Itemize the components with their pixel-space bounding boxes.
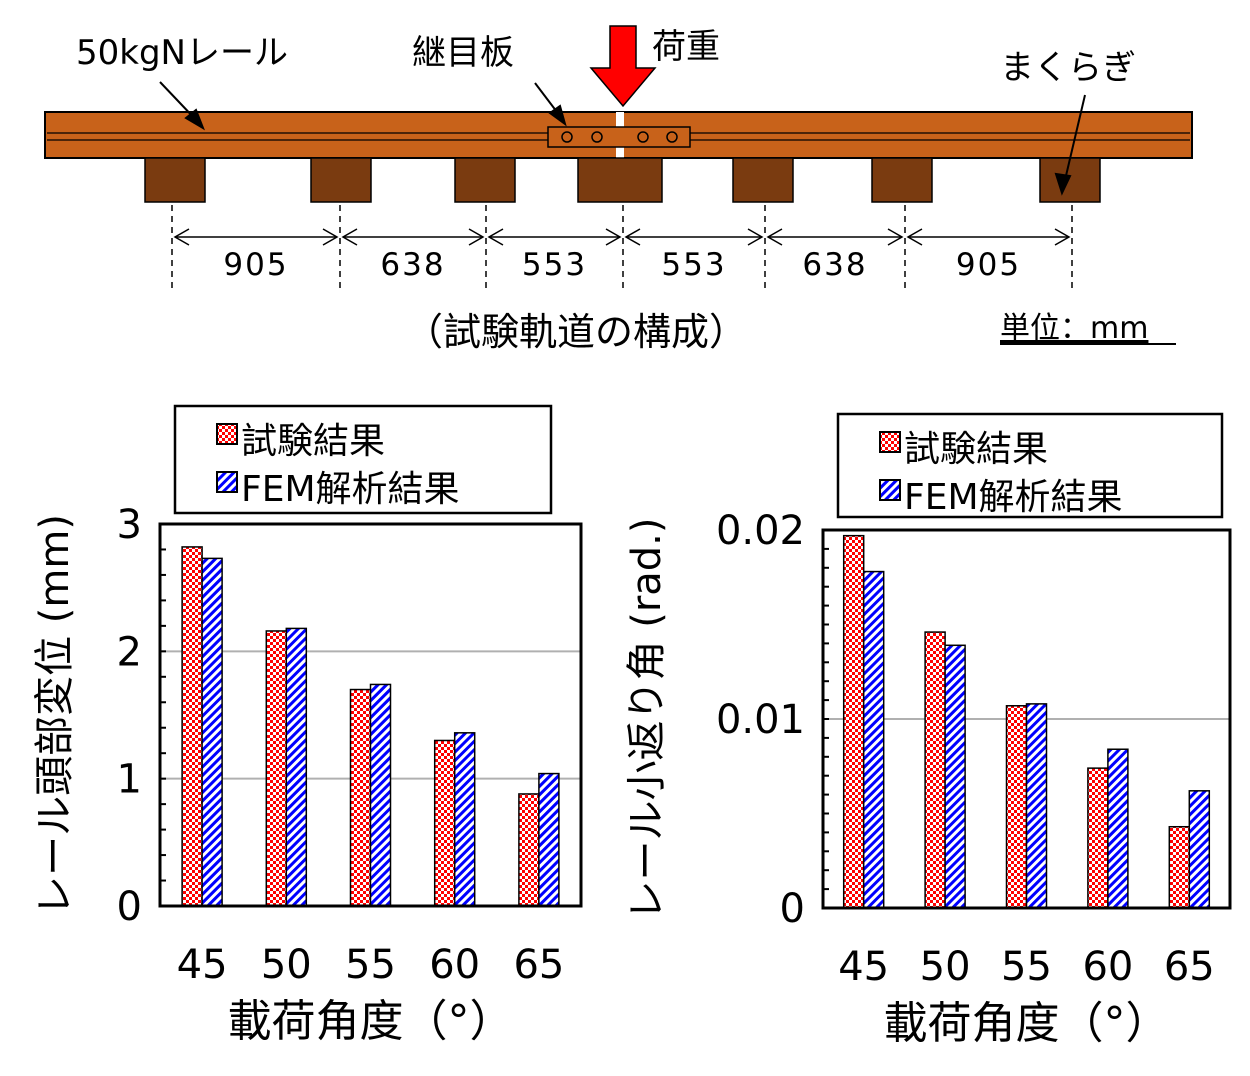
dimension-arrow [487, 228, 504, 246]
sleeper [310, 157, 372, 203]
legend-swatch [216, 423, 238, 445]
dimension-arrow [605, 228, 622, 246]
dimension-arrow [906, 228, 923, 246]
load-arrow [589, 25, 657, 108]
bar-fem [1188, 790, 1211, 909]
dimension-arrow [468, 228, 485, 246]
x-tick-label: 45 [177, 942, 228, 988]
legend-label: FEM解析結果 [241, 469, 460, 510]
spacing-label: 905 [956, 247, 1021, 283]
x-tick-label: 50 [261, 942, 312, 988]
bar-test [842, 534, 865, 909]
joint-label: 継目板 [412, 33, 514, 73]
sleeper [144, 157, 206, 203]
joint-leader-head [548, 104, 567, 127]
joint-bolts [561, 131, 678, 143]
bar-test [518, 793, 540, 907]
bar-fem [862, 570, 885, 909]
plot-frame [158, 522, 583, 908]
bar-fem [285, 627, 308, 907]
bar-fem [1025, 703, 1048, 909]
y-tick-label: 0.02 [716, 508, 805, 554]
sleeper-leader [1064, 94, 1086, 181]
spacing-label: 553 [522, 247, 587, 283]
sleeper-label: まくらぎ [1000, 48, 1136, 88]
dimension-arrow [1054, 228, 1071, 246]
sleeper [871, 157, 933, 203]
sleeper [454, 157, 516, 203]
x-tick-label: 45 [838, 944, 889, 990]
rail-label: 50kgNレール [76, 33, 288, 73]
spacing-label: 638 [802, 247, 867, 283]
x-axis-label: 載荷角度（°） [228, 996, 514, 1047]
dimension-arrow [341, 228, 358, 246]
y-tick-label: 0.01 [716, 697, 805, 743]
displacement-chart: 試験結果 FEM解析結果 45 50 55 60 65 0 1 2 3 載荷角度（°） レール頭部変位 … [32, 404, 583, 1047]
track-diagram: 50kgNレール 継目板 荷重 まくらぎ 905 638 553 553 638 905 … [44, 25, 1193, 354]
bar-fem [1107, 748, 1129, 909]
sleepers [144, 157, 1101, 203]
y-tick-label: 2 [117, 629, 142, 675]
spacing-label: 553 [661, 247, 726, 283]
legend-swatch [216, 471, 238, 493]
legend-box [836, 412, 1224, 519]
bar-test [265, 630, 288, 907]
rail-leader-head [184, 108, 205, 131]
y-axis-label: レール頭部変位 (mm) [32, 514, 78, 916]
spacing-label: 905 [223, 247, 288, 283]
x-tick-label: 55 [345, 942, 396, 988]
legend-swatch [879, 479, 901, 501]
bar-test [924, 631, 946, 909]
legend-label: 試験結果 [904, 429, 1048, 470]
legend-label: 試験結果 [241, 421, 385, 462]
dimension-lines: 905 638 553 553 638 905 [171, 205, 1073, 288]
unit-label: 単位：mm [1000, 311, 1148, 346]
x-tick-label: 65 [513, 942, 564, 988]
sleeper [732, 157, 794, 203]
bar-test [1168, 825, 1191, 909]
dimension-arrow [173, 228, 190, 246]
sleeper [577, 157, 663, 203]
bar-test [433, 739, 456, 907]
dimension-arrow [766, 228, 783, 246]
bar-test [181, 546, 203, 907]
bar-test [1087, 767, 1109, 909]
bar-fem [369, 683, 392, 907]
caption: （試験軌道の構成） [405, 310, 747, 354]
x-tick-label: 50 [920, 944, 971, 990]
plot-frame [821, 528, 1232, 910]
legend-label: FEM解析結果 [904, 477, 1123, 518]
sleeper-leader-head [1054, 172, 1072, 196]
legend-swatch [879, 431, 901, 453]
x-axis-label: 載荷角度（°） [884, 998, 1170, 1049]
bar-fem [538, 772, 560, 907]
x-tick-label: 60 [1082, 944, 1133, 990]
x-tick-label: 55 [1001, 944, 1052, 990]
joint-bar [547, 126, 691, 148]
dimension-arrow [887, 228, 904, 246]
y-tick-label: 1 [117, 757, 142, 803]
dimension-arrow [322, 228, 339, 246]
y-tick-label: 3 [117, 502, 142, 548]
bar-fem [944, 644, 966, 909]
sleeper [1039, 157, 1101, 203]
x-tick-label: 65 [1164, 944, 1215, 990]
dimension-arrow [747, 228, 764, 246]
load-label: 荷重 [652, 27, 720, 67]
x-tick-label: 60 [429, 942, 480, 988]
bar-fem [453, 732, 476, 907]
bar-test [1005, 705, 1028, 909]
y-tick-label: 0 [780, 886, 805, 932]
y-axis-label: レール小返り角 (rad.) [624, 518, 670, 921]
bar-test [349, 688, 372, 907]
spacing-label: 638 [380, 247, 445, 283]
y-tick-label: 0 [117, 884, 142, 930]
bar-fem [201, 557, 223, 907]
dimension-arrow [624, 228, 641, 246]
rotation-chart: 試験結果 FEM解析結果 45 50 55 60 65 0 0.01 0.02 載荷角度（°） レール… [624, 412, 1232, 1049]
